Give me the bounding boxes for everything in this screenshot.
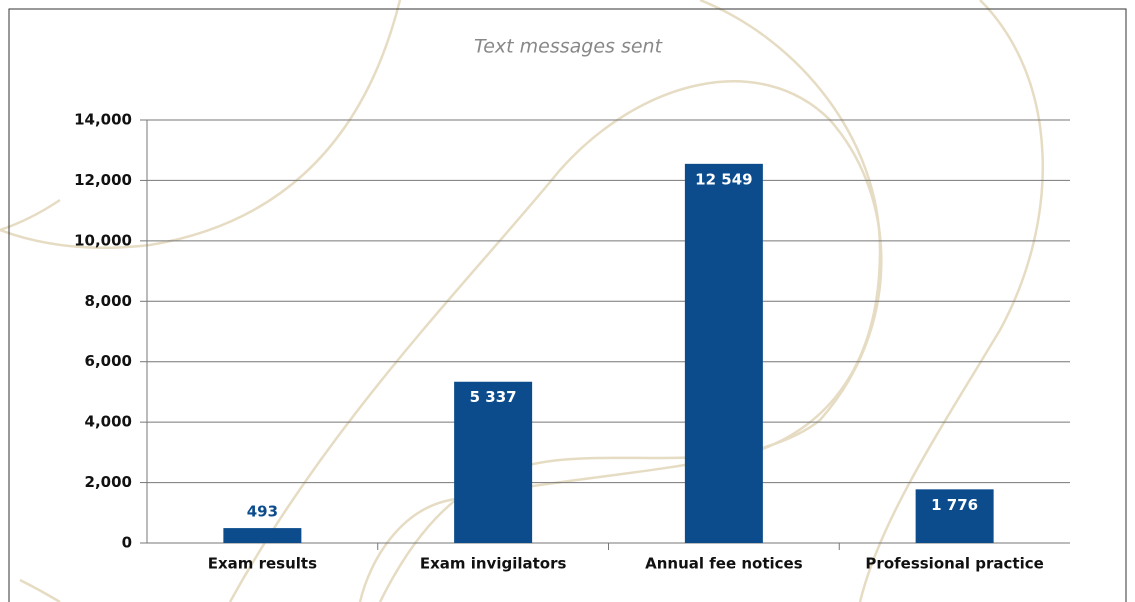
value-label: 5 337: [470, 388, 517, 406]
frame: [8, 8, 1127, 602]
y-tick-label: 8,000: [85, 292, 132, 310]
x-tick-label: Exam results: [208, 555, 317, 573]
y-tick-label: 12,000: [74, 171, 132, 189]
value-label: 1 776: [931, 496, 978, 514]
x-tick-label: Professional practice: [865, 555, 1043, 573]
value-label: 12 549: [695, 170, 752, 188]
bar: [915, 489, 994, 543]
y-tick-label: 0: [122, 534, 132, 552]
y-tick-label: 4,000: [85, 413, 132, 431]
y-tick-label: 6,000: [85, 352, 132, 370]
bar: [223, 528, 302, 543]
x-tick-label: Annual fee notices: [645, 555, 803, 573]
y-tick-label: 2,000: [85, 473, 132, 491]
chart-title: Text messages sent: [474, 36, 664, 58]
bar: [454, 381, 533, 543]
value-label: 493: [247, 503, 278, 521]
y-tick-label: 10,000: [74, 231, 132, 249]
x-tick-label: Exam invigilators: [420, 555, 567, 573]
bar: [684, 163, 763, 543]
y-tick-label: 14,000: [74, 111, 132, 129]
